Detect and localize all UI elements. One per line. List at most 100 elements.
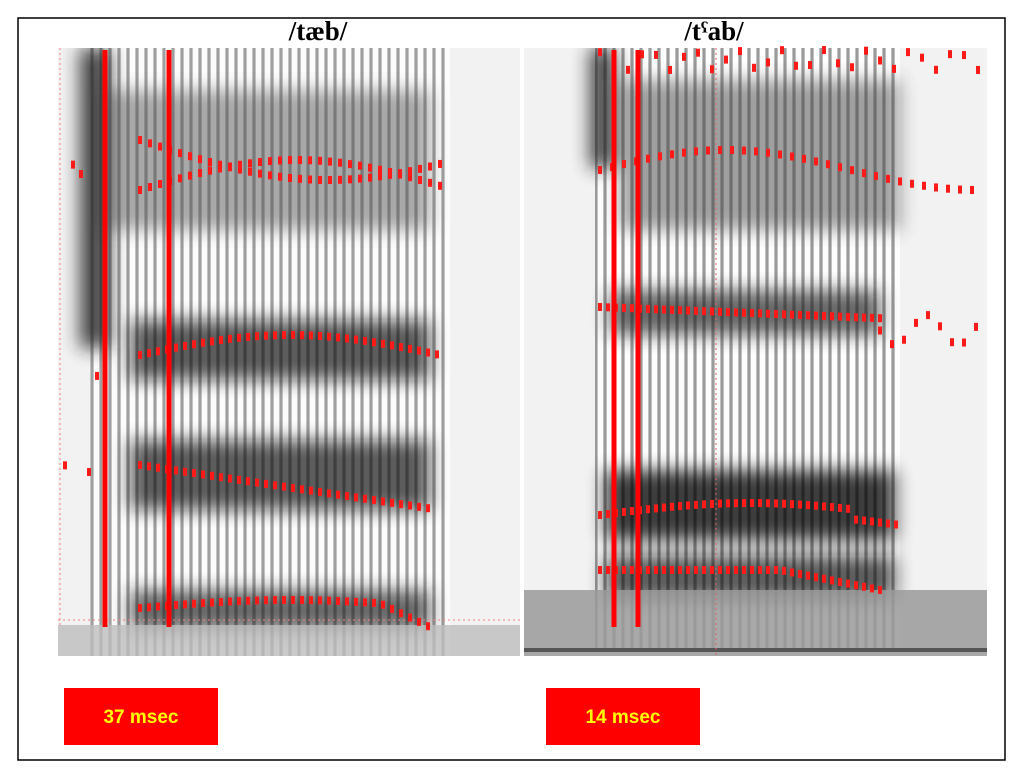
formant-dot	[878, 326, 882, 335]
formant-dot	[910, 179, 914, 188]
formant-dot	[726, 308, 730, 317]
formant-dot	[210, 598, 214, 607]
formant-dot	[970, 185, 974, 194]
formant-dot	[710, 499, 714, 508]
formant-dot	[248, 167, 252, 176]
formant-dot	[336, 596, 340, 605]
formant-dot	[726, 566, 730, 574]
formant-dot	[846, 312, 850, 321]
formant-dot	[264, 596, 268, 605]
formant-dot	[850, 63, 854, 72]
formant-dot	[378, 172, 382, 181]
formant-dot	[974, 322, 978, 331]
formant-dot	[662, 566, 666, 574]
formant-dot	[399, 609, 403, 618]
formant-dot	[778, 150, 782, 159]
formant-dot	[228, 474, 232, 483]
formant-dot	[354, 597, 358, 606]
formant-dot	[654, 50, 658, 59]
formant-dot	[426, 622, 430, 631]
formant-dot	[300, 596, 304, 605]
formant-dot	[210, 471, 214, 480]
formant-dot	[318, 488, 322, 496]
formant-dot	[686, 306, 690, 315]
formant-dot	[798, 500, 802, 509]
formant-dot	[780, 46, 784, 55]
formant-dot	[418, 164, 422, 173]
formant-dot	[864, 46, 868, 55]
formant-dot	[838, 503, 842, 512]
formant-dot	[598, 166, 602, 174]
formant-dot	[798, 570, 802, 578]
formant-dot	[309, 331, 313, 340]
formant-dot	[694, 306, 698, 315]
formant-dot	[662, 503, 666, 512]
formant-dot	[268, 157, 272, 166]
formant-dot	[806, 571, 810, 580]
formant-dot	[766, 58, 770, 67]
formant-dot	[606, 303, 610, 312]
formant-dot	[237, 333, 241, 342]
formant-dot	[850, 166, 854, 175]
formant-dot	[948, 50, 952, 59]
formant-dot	[282, 482, 286, 491]
formant-dot	[794, 61, 798, 70]
formant-dot	[814, 501, 818, 510]
formant-dot	[318, 596, 322, 605]
formant-dot	[822, 502, 826, 511]
formant-dot	[734, 308, 738, 317]
formant-dot	[646, 566, 650, 574]
panel-title: /tˤab/	[683, 16, 744, 46]
formant-dot	[706, 146, 710, 155]
formant-dot	[188, 171, 192, 180]
formant-dot	[782, 499, 786, 508]
formant-dot	[358, 174, 362, 183]
formant-dot	[686, 566, 690, 574]
spectrogram-left	[58, 48, 520, 656]
label-box	[64, 688, 218, 745]
formant-dot	[327, 596, 331, 605]
formant-dot	[758, 566, 762, 574]
formant-dot	[336, 490, 340, 499]
formant-dot	[670, 305, 674, 314]
formant-dot	[372, 598, 376, 607]
formant-dot	[237, 597, 241, 606]
formant-dot	[694, 500, 698, 509]
formant-dot	[758, 499, 762, 508]
formant-dot	[363, 598, 367, 607]
formant-dot	[381, 497, 385, 506]
formant-dot	[718, 566, 722, 574]
formant-dot	[188, 152, 192, 161]
formant-dot	[734, 566, 738, 574]
formant-dot	[668, 65, 672, 74]
formant-dot	[300, 331, 304, 340]
formant-dot	[268, 171, 272, 180]
formant-dot	[218, 164, 222, 173]
formant-dot	[646, 304, 650, 313]
formant-dot	[219, 335, 223, 344]
formant-dot	[830, 503, 834, 512]
formant-dot	[138, 461, 142, 469]
formant-dot	[934, 183, 938, 192]
formant-dot	[646, 154, 650, 163]
formant-dot	[158, 142, 162, 151]
formant-dot	[318, 331, 322, 340]
formant-dot	[309, 486, 313, 495]
formant-dot	[806, 311, 810, 320]
formant-dot	[138, 136, 142, 144]
formant-dot	[814, 311, 818, 320]
formant-dot	[640, 50, 644, 59]
formant-dot	[878, 586, 882, 594]
formant-dot	[878, 56, 882, 65]
formant-dot	[238, 160, 242, 169]
formant-dot	[201, 338, 205, 347]
formant-dot	[750, 499, 754, 508]
formant-dot	[710, 566, 714, 574]
formant-dot	[428, 162, 432, 171]
formant-dot	[408, 173, 412, 182]
formant-dot	[354, 335, 358, 344]
formant-dot	[228, 162, 232, 171]
formant-dot	[598, 566, 602, 574]
formant-dot	[288, 156, 292, 165]
formant-dot	[790, 310, 794, 319]
